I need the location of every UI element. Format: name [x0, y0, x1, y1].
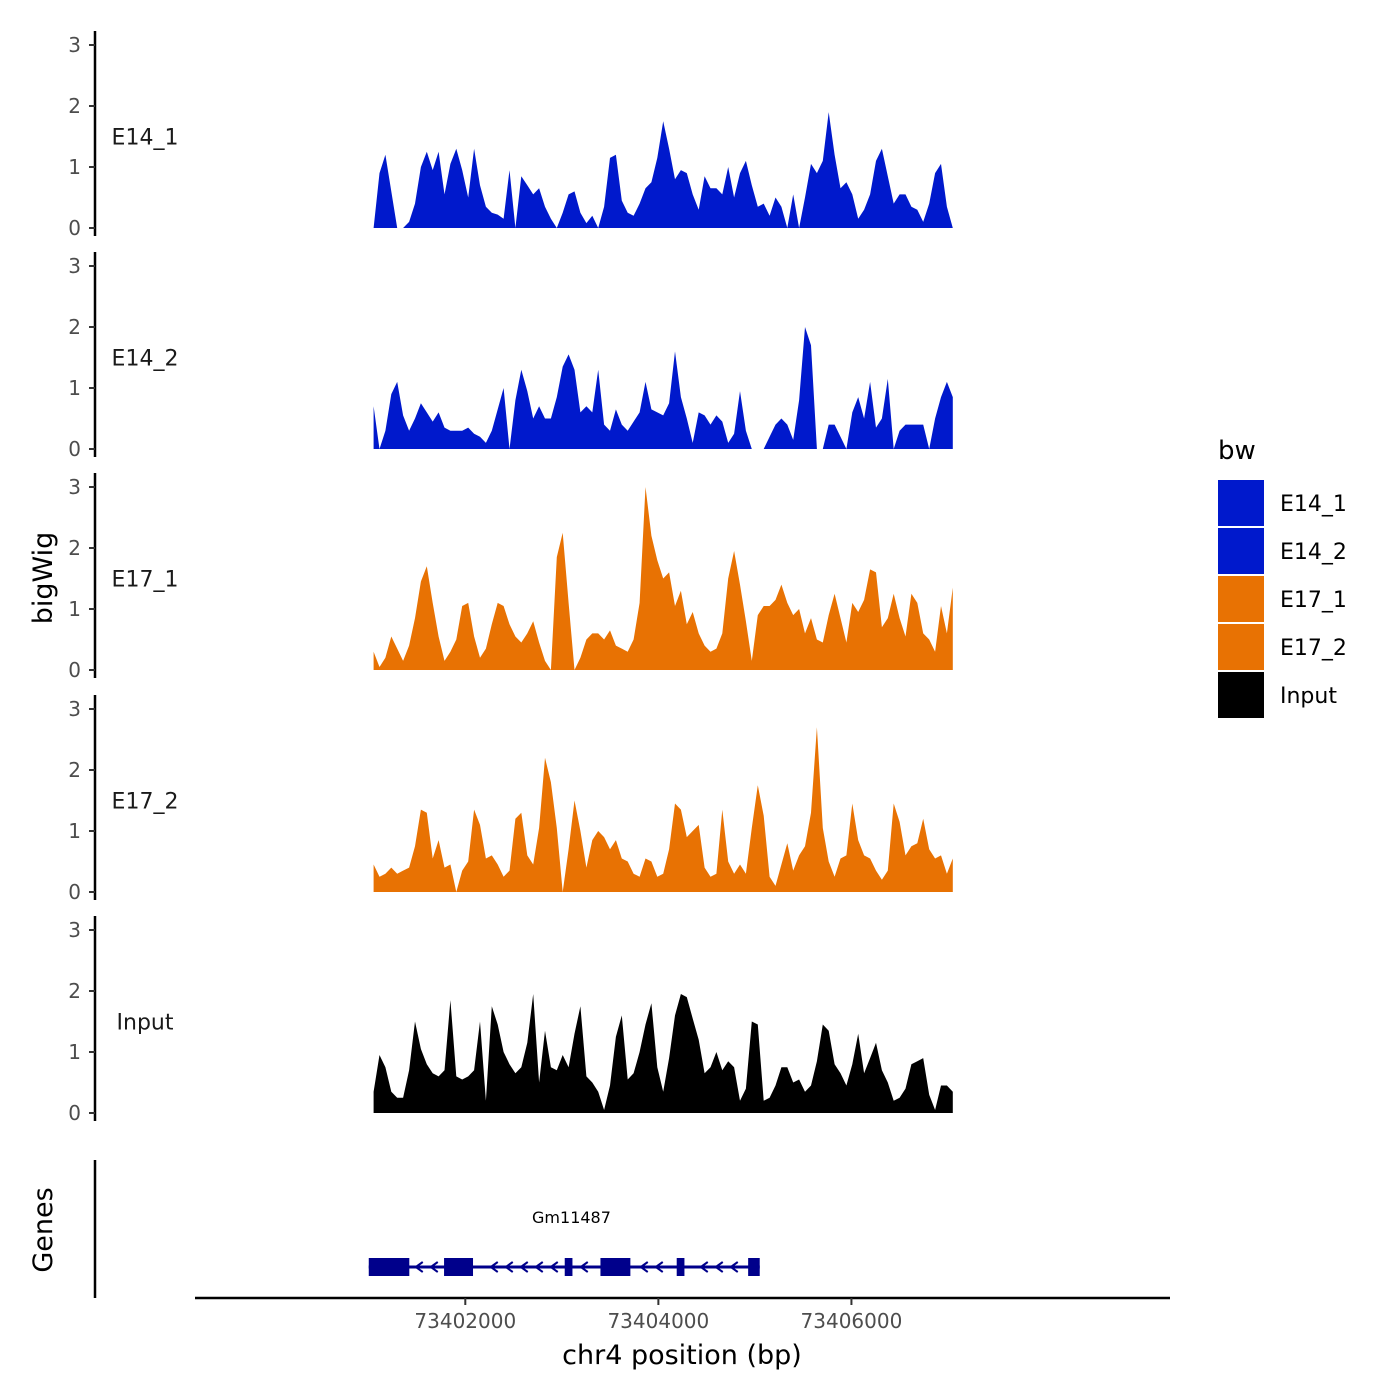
gene-panel: Gm11487 — [93, 1160, 760, 1298]
track-E14_2: 0 1 2 3 E14_2 — [68, 252, 953, 461]
legend-key-E17_2 — [1218, 624, 1264, 670]
y-tick-label: 3 — [68, 254, 81, 278]
x-tick-label: 73404000 — [607, 1309, 709, 1333]
legend-key-E17_1 — [1218, 576, 1264, 622]
strand-arrow — [519, 1261, 529, 1273]
track-label: E17_2 — [112, 790, 179, 815]
y-tick-label: 3 — [68, 33, 81, 57]
legend-label: Input — [1280, 684, 1337, 709]
y-tick-label: 2 — [68, 979, 81, 1003]
strand-arrow — [654, 1261, 664, 1273]
y-tick-label: 2 — [68, 315, 81, 339]
strand-arrow — [549, 1261, 559, 1273]
track-E17_2: 0 1 2 3 E17_2 — [68, 695, 953, 904]
legend-label: E17_2 — [1280, 636, 1347, 661]
coverage-area-E17_1 — [373, 487, 953, 670]
y-tick-label: 2 — [68, 94, 81, 118]
legend-label: E17_1 — [1280, 588, 1347, 613]
x-tick-label: 73406000 — [801, 1309, 903, 1333]
track-E14_1: 0 1 2 3 E14_1 — [68, 31, 953, 240]
strand-arrow — [414, 1261, 424, 1273]
x-axis-title: chr4 position (bp) — [562, 1340, 802, 1371]
strand-arrow — [579, 1261, 589, 1273]
strand-arrow — [639, 1261, 649, 1273]
coverage-area-Input — [373, 994, 953, 1113]
coverage-tracks: 0 1 2 3 E14_1 0 1 2 3 E14_2 0 1 2 3 E17_1 0 1 2 3 E17_2 0 1 2 3… — [68, 31, 953, 1125]
y-tick-label: 2 — [68, 758, 81, 782]
legend: bw E14_1 E14_2 E17_1 E17_2 Input — [1218, 436, 1347, 718]
strand-arrow — [699, 1261, 709, 1273]
track-label: E14_1 — [112, 126, 179, 151]
x-tick-label: 73402000 — [414, 1309, 516, 1333]
legend-key-E14_1 — [1218, 480, 1264, 526]
y-tick-label: 0 — [68, 1101, 81, 1125]
strand-arrow — [534, 1261, 544, 1273]
legend-label: E14_1 — [1280, 492, 1347, 517]
legend-key-E14_2 — [1218, 528, 1264, 574]
coverage-area-E14_1 — [373, 112, 953, 228]
y-tick-label: 0 — [68, 437, 81, 461]
strand-arrow — [429, 1261, 439, 1273]
y-tick-label: 0 — [68, 658, 81, 682]
coverage-area-E14_2 — [373, 327, 953, 449]
exon — [600, 1258, 631, 1276]
y-axis-title: bigWig — [28, 532, 59, 625]
strand-arrow — [714, 1261, 724, 1273]
y-tick-label: 1 — [68, 376, 81, 400]
strand-arrow — [729, 1261, 739, 1273]
legend-key-Input — [1218, 672, 1264, 718]
y-tick-label: 3 — [68, 918, 81, 942]
y-tick-label: 3 — [68, 475, 81, 499]
track-label: E17_1 — [112, 568, 179, 593]
track-E17_1: 0 1 2 3 E17_1 — [68, 473, 953, 682]
exon — [676, 1258, 685, 1276]
y-tick-label: 0 — [68, 880, 81, 904]
y-tick-label: 1 — [68, 155, 81, 179]
coverage-area-E17_2 — [373, 727, 953, 892]
gene-name-label: Gm11487 — [532, 1208, 611, 1227]
y-tick-label: 1 — [68, 597, 81, 621]
y-tick-label: 2 — [68, 536, 81, 560]
exon — [368, 1258, 410, 1276]
legend-label: E14_2 — [1280, 540, 1347, 565]
legend-title: bw — [1218, 436, 1256, 466]
exon — [748, 1258, 760, 1276]
y-tick-label: 3 — [68, 697, 81, 721]
strand-arrow — [489, 1261, 499, 1273]
y-tick-label: 1 — [68, 819, 81, 843]
y-tick-label: 1 — [68, 1040, 81, 1064]
track-Input: 0 1 2 3 Input — [68, 916, 953, 1125]
exon — [564, 1258, 573, 1276]
track-label: E14_2 — [112, 347, 179, 372]
x-axis: 73402000 73404000 73406000 — [195, 1296, 1170, 1333]
track-label: Input — [117, 1011, 174, 1036]
genes-axis-title: Genes — [28, 1187, 59, 1272]
y-tick-label: 0 — [68, 216, 81, 240]
strand-arrow — [504, 1261, 514, 1273]
exon — [444, 1258, 474, 1276]
